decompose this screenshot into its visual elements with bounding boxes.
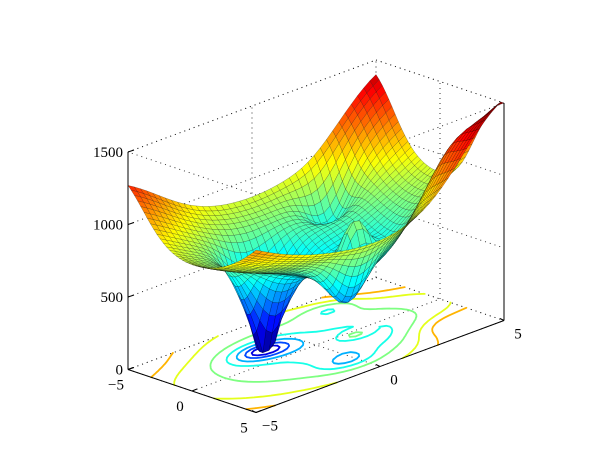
contour-line — [209, 302, 418, 383]
surface-patch — [488, 105, 498, 115]
z-tick-label: 1000 — [93, 218, 123, 234]
z-tick-label: 500 — [101, 290, 124, 306]
y-tick-label: 5 — [514, 327, 522, 343]
z-tick-label: 0 — [116, 363, 124, 379]
z-tick-label: 1500 — [93, 145, 123, 161]
x-tick-label: 0 — [176, 399, 184, 415]
axes — [127, 103, 505, 413]
y-tick-label: 0 — [390, 373, 398, 389]
y-tick-label: −5 — [262, 419, 278, 435]
floor-contours — [150, 286, 468, 411]
surface-mesh — [127, 74, 505, 353]
contour-line — [225, 308, 394, 371]
x-tick-label: −5 — [108, 378, 124, 394]
surface-patch — [252, 249, 263, 254]
x-tick-label: 5 — [240, 421, 248, 437]
